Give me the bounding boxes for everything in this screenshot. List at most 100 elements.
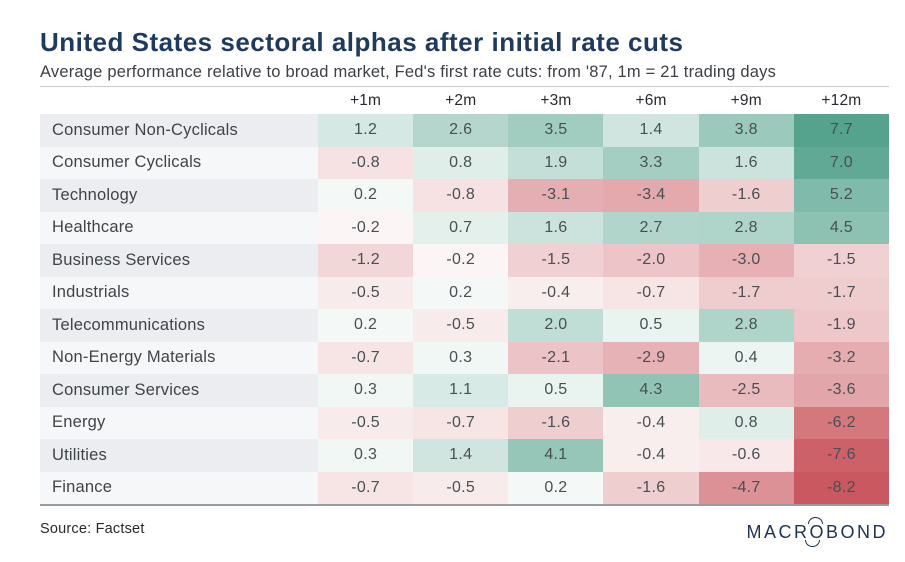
alpha-cell: 4.1 [508, 439, 604, 472]
alpha-cell: -0.7 [318, 341, 414, 374]
heatmap-grid: Consumer Non-Cyclicals 1.2 2.6 3.5 1.4 3.8 7.7… [40, 114, 889, 504]
logo-text-prefix: MACR [746, 522, 810, 542]
alpha-cell: 0.2 [413, 276, 509, 309]
table-row: Non-Energy Materials -0.7 0.3 -2.1 -2.9 0.4 -3… [40, 341, 889, 374]
alpha-cell: -2.0 [603, 244, 699, 277]
alpha-cell: -3.6 [793, 374, 889, 407]
heatmap-table: +1m +2m +3m +6m +9m +12m Consumer Non-Cyclica… [40, 86, 889, 506]
table-row: Energy -0.5 -0.7 -1.6 -0.4 0.8 -6.2 [40, 406, 889, 439]
sector-label: Non-Energy Materials [40, 341, 318, 374]
column-headers: +1m +2m +3m +6m +9m +12m [40, 86, 889, 114]
alpha-cell: -0.4 [603, 406, 699, 439]
alpha-cell: -0.8 [318, 146, 414, 179]
alpha-cell: -1.5 [508, 244, 604, 277]
alpha-cell: 0.2 [318, 309, 414, 342]
alpha-cell: 0.5 [603, 309, 699, 342]
alpha-cell: -6.2 [793, 406, 889, 439]
column-header: +1m [349, 91, 382, 109]
alpha-cell: -3.2 [793, 341, 889, 374]
alpha-cell: -3.0 [698, 244, 794, 277]
alpha-cell: -0.5 [413, 309, 509, 342]
table-row: Industrials -0.5 0.2 -0.4 -0.7 -1.7 -1.7 [40, 276, 889, 309]
alpha-cell: 4.5 [793, 211, 889, 244]
alpha-cell: 1.2 [318, 114, 414, 147]
alpha-cell: -1.6 [698, 179, 794, 212]
alpha-cell: 2.8 [698, 211, 794, 244]
alpha-cell: 0.3 [413, 341, 509, 374]
page-title: United States sectoral alphas after init… [40, 27, 684, 57]
alpha-cell: -0.5 [413, 471, 509, 504]
sector-label: Finance [40, 471, 318, 504]
alpha-cell: 0.3 [318, 439, 414, 472]
alpha-cell: 0.2 [318, 179, 414, 212]
macrobond-logo: MACROBOND [746, 517, 888, 547]
alpha-cell: -1.6 [508, 406, 604, 439]
alpha-cell: -1.2 [318, 244, 414, 277]
alpha-cell: -2.9 [603, 341, 699, 374]
alpha-cell: -0.5 [318, 406, 414, 439]
alpha-cell: -4.7 [698, 471, 794, 504]
alpha-cell: 1.6 [698, 146, 794, 179]
alpha-cell: 3.5 [508, 114, 604, 147]
alpha-cell: -3.1 [508, 179, 604, 212]
alpha-cell: 3.3 [603, 146, 699, 179]
alpha-cell: -0.2 [413, 244, 509, 277]
sector-label: Utilities [40, 439, 318, 472]
alpha-cell: -0.5 [318, 276, 414, 309]
alpha-cell: -0.4 [603, 439, 699, 472]
alpha-cell: -0.8 [413, 179, 509, 212]
alpha-cell: -1.7 [793, 276, 889, 309]
table-row: Consumer Services 0.3 1.1 0.5 4.3 -2.5 -3.6 [40, 374, 889, 407]
table-row: Healthcare -0.2 0.7 1.6 2.7 2.8 4.5 [40, 211, 889, 244]
alpha-cell: -0.7 [413, 406, 509, 439]
source-note: Source: Factset [40, 521, 145, 537]
alpha-cell: 0.8 [698, 406, 794, 439]
alpha-cell: -3.4 [603, 179, 699, 212]
table-bottom-rule [40, 504, 889, 506]
page-subtitle: Average performance relative to broad ma… [40, 63, 777, 81]
alpha-cell: -0.6 [698, 439, 794, 472]
alpha-cell: 7.0 [793, 146, 889, 179]
alpha-cell: 1.4 [413, 439, 509, 472]
column-header: +2m [445, 91, 477, 109]
sector-label: Business Services [40, 244, 318, 277]
table-row: Finance -0.7 -0.5 0.2 -1.6 -4.7 -8.2 [40, 471, 889, 504]
alpha-cell: 2.7 [603, 211, 699, 244]
table-row: Telecommunications 0.2 -0.5 2.0 0.5 2.8 -1.9 [40, 309, 889, 342]
sector-label: Energy [40, 406, 318, 439]
alpha-cell: 5.2 [793, 179, 889, 212]
column-header: +6m [635, 91, 667, 109]
alpha-cell: 7.7 [793, 114, 889, 147]
alpha-cell: 0.5 [508, 374, 604, 407]
table-row: Consumer Non-Cyclicals 1.2 2.6 3.5 1.4 3.8 7.7 [40, 114, 889, 147]
alpha-cell: 0.4 [698, 341, 794, 374]
alpha-cell: -1.6 [603, 471, 699, 504]
alpha-cell: 2.0 [508, 309, 604, 342]
column-header: +3m [540, 91, 572, 109]
sector-label: Consumer Cyclicals [40, 146, 318, 179]
alpha-cell: 2.6 [413, 114, 509, 147]
sector-label: Telecommunications [40, 309, 318, 342]
alpha-cell: -2.5 [698, 374, 794, 407]
sector-label: Consumer Services [40, 374, 318, 407]
table-row: Consumer Cyclicals -0.8 0.8 1.9 3.3 1.6 7.0 [40, 146, 889, 179]
alpha-cell: -1.9 [793, 309, 889, 342]
alpha-cell: 0.3 [318, 374, 414, 407]
alpha-cell: 1.1 [413, 374, 509, 407]
alpha-cell: -0.2 [318, 211, 414, 244]
sector-label: Consumer Non-Cyclicals [40, 114, 318, 147]
alpha-cell: -8.2 [793, 471, 889, 504]
alpha-cell: 4.3 [603, 374, 699, 407]
column-header: +9m [730, 91, 762, 109]
logo-orbit-o-icon: O [805, 517, 826, 547]
alpha-cell: 2.8 [698, 309, 794, 342]
alpha-cell: 0.7 [413, 211, 509, 244]
alpha-cell: -0.7 [318, 471, 414, 504]
table-row: Utilities 0.3 1.4 4.1 -0.4 -0.6 -7.6 [40, 439, 889, 472]
alpha-cell: 1.4 [603, 114, 699, 147]
alpha-cell: -0.7 [603, 276, 699, 309]
logo-text-suffix: BOND [825, 522, 888, 542]
alpha-cell: 1.9 [508, 146, 604, 179]
table-row: Technology 0.2 -0.8 -3.1 -3.4 -1.6 5.2 [40, 179, 889, 212]
